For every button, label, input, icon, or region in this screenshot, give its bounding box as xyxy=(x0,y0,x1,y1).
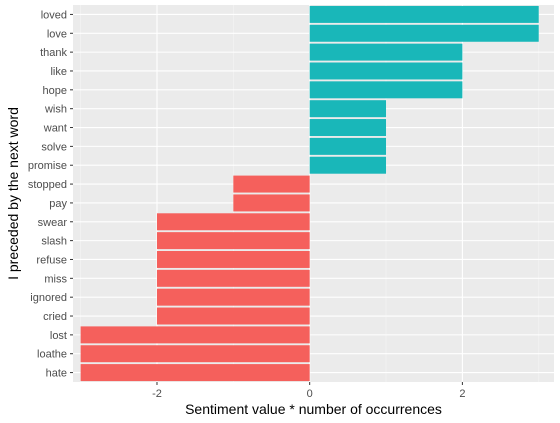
bar-stopped xyxy=(233,175,310,193)
y-axis-ticks: loved love thank like hope wish want solve promi… xyxy=(28,9,73,380)
y-tick-label-swear: swear xyxy=(38,217,68,229)
y-tick-label-cried: cried xyxy=(43,311,67,323)
y-tick-label-slash: slash xyxy=(41,236,67,248)
y-tick-label-stopped: stopped xyxy=(28,179,67,191)
x-axis-ticks: -2 0 2 xyxy=(152,382,465,400)
bar-refuse xyxy=(156,250,310,268)
bar-want xyxy=(309,119,387,137)
bar-cried xyxy=(156,307,310,325)
bar-swear xyxy=(156,213,310,231)
bar-solve xyxy=(309,137,387,155)
bar-lost xyxy=(80,326,310,344)
y-tick-label-loved: loved xyxy=(41,9,67,21)
y-tick-label-want: want xyxy=(43,123,67,135)
y-tick-label-hate: hate xyxy=(46,368,67,380)
bar-miss xyxy=(156,269,310,287)
y-tick-label-thank: thank xyxy=(40,47,67,59)
bar-hope xyxy=(309,81,463,99)
y-tick-label-ignored: ignored xyxy=(30,292,67,304)
bar-loved xyxy=(309,5,539,23)
y-tick-label-miss: miss xyxy=(44,273,67,285)
bar-thank xyxy=(309,43,463,61)
bar-loathe xyxy=(80,345,310,363)
plot-panel xyxy=(73,5,554,382)
x-tick-label: 2 xyxy=(459,388,465,400)
y-tick-label-refuse: refuse xyxy=(36,254,67,266)
y-tick-label-love: love xyxy=(47,28,67,40)
x-tick-label: -2 xyxy=(152,388,162,400)
x-tick-label: 0 xyxy=(307,388,313,400)
bar-hate xyxy=(80,364,310,382)
y-axis-title: I preceded by the next word xyxy=(5,107,21,280)
y-tick-label-promise: promise xyxy=(28,160,67,172)
bar-promise xyxy=(309,156,387,174)
bar-pay xyxy=(233,194,310,212)
bar-wish xyxy=(309,100,387,118)
bar-love xyxy=(309,24,539,42)
y-tick-label-pay: pay xyxy=(49,198,67,210)
y-tick-label-lost: lost xyxy=(50,330,67,342)
bar-like xyxy=(309,62,463,80)
bars xyxy=(80,5,539,382)
bar-ignored xyxy=(156,288,310,306)
y-tick-label-solve: solve xyxy=(41,141,67,153)
y-tick-label-hope: hope xyxy=(43,85,67,97)
y-tick-label-like: like xyxy=(50,66,67,78)
bar-slash xyxy=(156,232,310,250)
y-tick-label-loathe: loathe xyxy=(37,349,67,361)
x-axis-title: Sentiment value * number of occurrences xyxy=(185,401,442,417)
y-tick-label-wish: wish xyxy=(44,104,67,116)
